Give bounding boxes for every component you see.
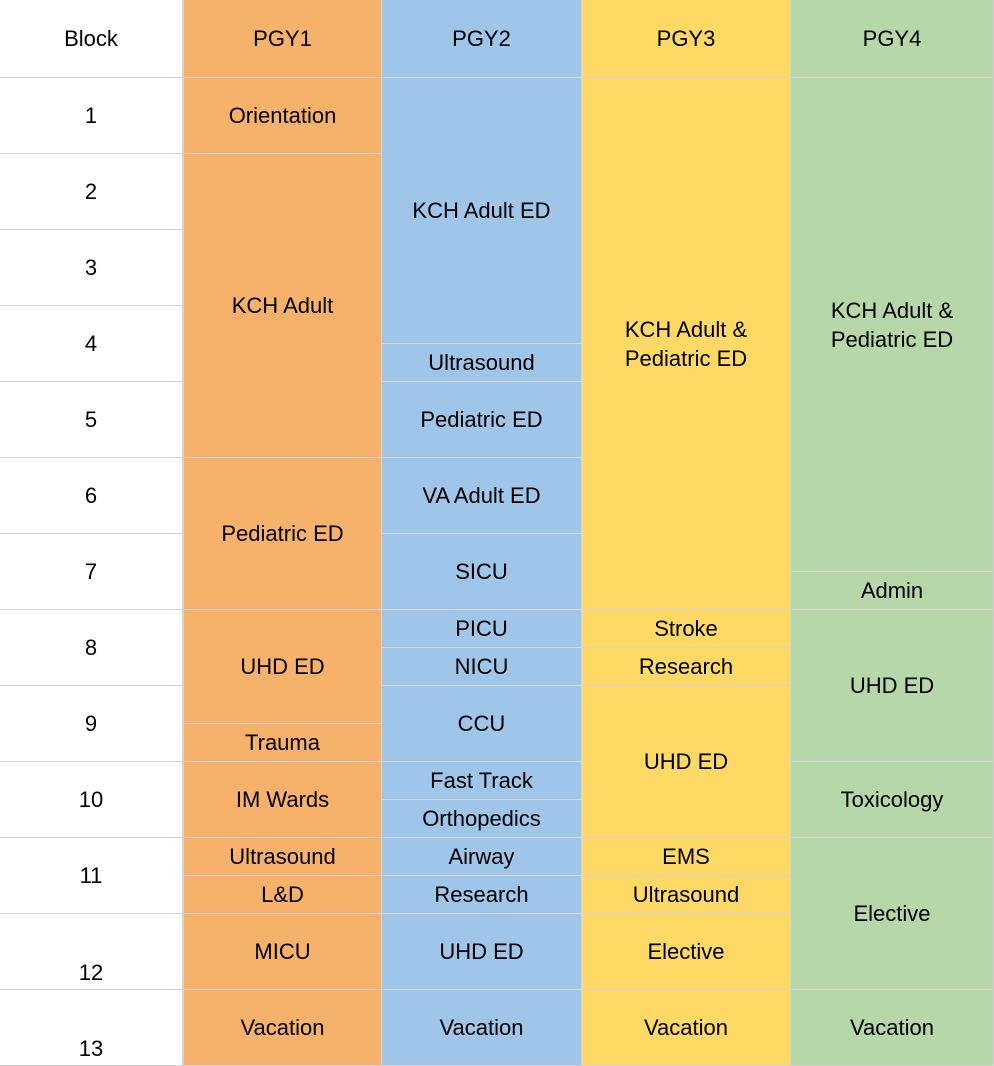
block-number: 10 xyxy=(0,762,184,838)
header-pgy4: PGY4 xyxy=(791,0,994,78)
rotation-pgy2: NICU xyxy=(382,648,582,686)
rotation-pgy4: KCH Adult & Pediatric ED xyxy=(791,78,994,572)
block-number: 7 xyxy=(0,534,184,610)
rotation-pgy1: MICU xyxy=(184,914,382,990)
rotation-pgy2: Vacation xyxy=(382,990,582,1066)
rotation-pgy2: VA Adult ED xyxy=(382,458,582,534)
block-number: 9 xyxy=(0,686,184,762)
rotation-pgy2: Ultrasound xyxy=(382,344,582,382)
block-number: 4 xyxy=(0,306,184,382)
rotation-pgy1: Vacation xyxy=(184,990,382,1066)
rotation-pgy2: KCH Adult ED xyxy=(382,78,582,344)
block-number: 13 xyxy=(0,990,184,1066)
rotation-pgy2: Fast Track xyxy=(382,762,582,800)
rotation-pgy3: UHD ED xyxy=(582,686,791,838)
block-number: 3 xyxy=(0,230,184,306)
rotation-pgy2: Pediatric ED xyxy=(382,382,582,458)
rotation-pgy3: KCH Adult & Pediatric ED xyxy=(582,78,791,610)
rotation-pgy2: Research xyxy=(382,876,582,914)
rotation-pgy1: UHD ED xyxy=(184,610,382,724)
rotation-pgy3: Research xyxy=(582,648,791,686)
rotation-pgy4: UHD ED xyxy=(791,610,994,762)
rotation-pgy1: Orientation xyxy=(184,78,382,154)
rotation-pgy2: UHD ED xyxy=(382,914,582,990)
rotation-pgy2: PICU xyxy=(382,610,582,648)
rotation-pgy3: Vacation xyxy=(582,990,791,1066)
rotation-pgy3: Elective xyxy=(582,914,791,990)
block-number: 6 xyxy=(0,458,184,534)
block-number: 2 xyxy=(0,154,184,230)
rotation-pgy2: Airway xyxy=(382,838,582,876)
rotation-pgy3: EMS xyxy=(582,838,791,876)
rotation-pgy1: Pediatric ED xyxy=(184,458,382,610)
block-number: 1 xyxy=(0,78,184,154)
rotation-pgy4: Admin xyxy=(791,572,994,610)
block-number: 5 xyxy=(0,382,184,458)
rotation-pgy3: Stroke xyxy=(582,610,791,648)
rotation-pgy4: Vacation xyxy=(791,990,994,1066)
header-block: Block xyxy=(0,0,184,78)
rotation-pgy1: Ultrasound xyxy=(184,838,382,876)
rotation-pgy3: Ultrasound xyxy=(582,876,791,914)
rotation-pgy2: SICU xyxy=(382,534,582,610)
rotation-pgy4: Toxicology xyxy=(791,762,994,838)
header-pgy1: PGY1 xyxy=(184,0,382,78)
rotation-pgy1: Trauma xyxy=(184,724,382,762)
block-number: 8 xyxy=(0,610,184,686)
rotation-pgy1: L&D xyxy=(184,876,382,914)
rotation-pgy2: CCU xyxy=(382,686,582,762)
rotation-pgy1: KCH Adult xyxy=(184,154,382,458)
header-pgy2: PGY2 xyxy=(382,0,582,78)
block-number: 11 xyxy=(0,838,184,914)
block-number: 12 xyxy=(0,914,184,990)
rotation-pgy1: IM Wards xyxy=(184,762,382,838)
header-pgy3: PGY3 xyxy=(582,0,791,78)
rotation-pgy2: Orthopedics xyxy=(382,800,582,838)
rotation-pgy4: Elective xyxy=(791,838,994,990)
